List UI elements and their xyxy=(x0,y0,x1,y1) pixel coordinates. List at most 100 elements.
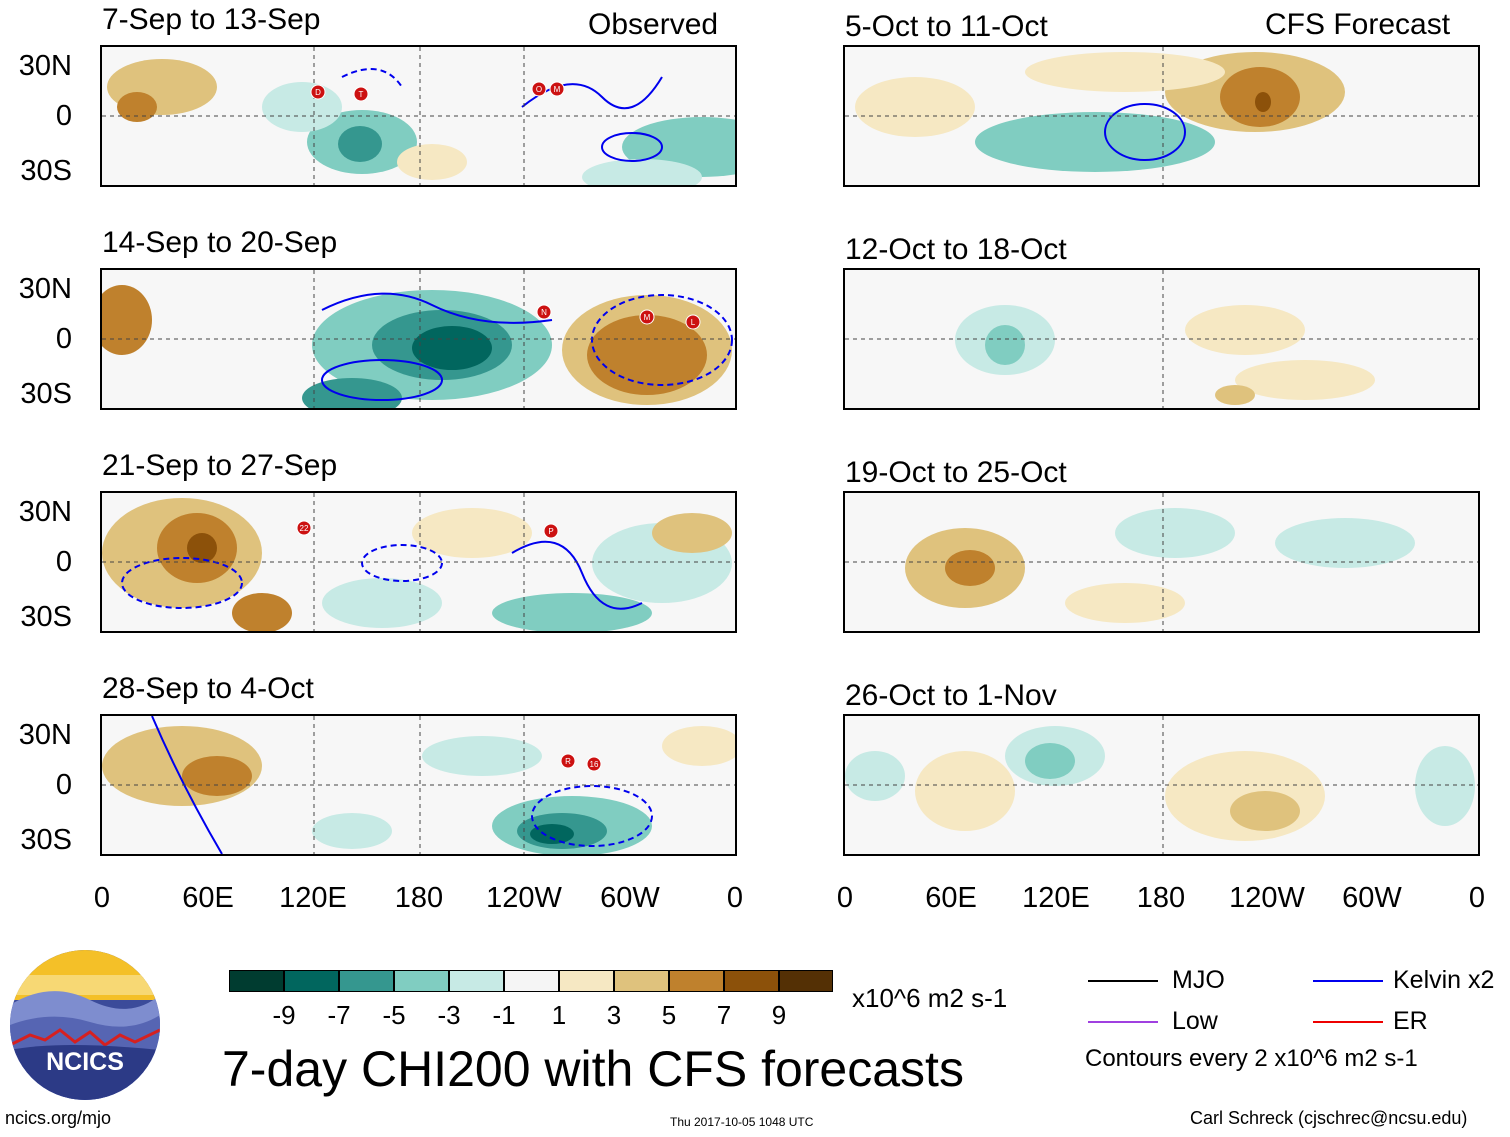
storm-label: R xyxy=(565,757,571,766)
storm-marker: L xyxy=(685,314,701,330)
map-svg: 22 P xyxy=(102,493,735,631)
map-panel-obs-2: N M L xyxy=(100,268,737,410)
x-label: 60W xyxy=(1342,882,1402,914)
storm-marker: O xyxy=(531,81,547,97)
panel-title-fcst-3: 19-Oct to 25-Oct xyxy=(845,456,1067,489)
x-label: 0 xyxy=(836,882,854,914)
map-svg: D TO M xyxy=(102,47,735,185)
y-label-eq: 0 xyxy=(55,323,72,355)
legend-label-low: Low xyxy=(1172,1007,1218,1035)
map-panel-fcst-1 xyxy=(843,45,1480,187)
legend-label-kelvin: Kelvin x2 xyxy=(1393,966,1495,994)
x-label: 180 xyxy=(394,882,444,914)
y-label-30n: 30N xyxy=(18,50,72,82)
colorbar-swatch xyxy=(614,970,669,992)
x-label: 120W xyxy=(1229,882,1305,914)
storm-label: 16 xyxy=(590,760,599,769)
colorbar-swatch xyxy=(559,970,614,992)
storm-label: 22 xyxy=(300,524,309,533)
map-panel-obs-4: R 16 xyxy=(100,714,737,856)
storm-label: M xyxy=(644,313,651,322)
map-svg xyxy=(845,270,1478,408)
x-label: 60W xyxy=(600,882,660,914)
colorbar-label: 1 xyxy=(551,1000,567,1030)
colorbar-swatch xyxy=(284,970,339,992)
panel-title-obs-2: 14-Sep to 20-Sep xyxy=(102,226,338,259)
y-label-30n: 30N xyxy=(18,719,72,751)
colorbar-swatch xyxy=(339,970,394,992)
colorbar-swatch xyxy=(669,970,724,992)
x-label: 60E xyxy=(925,882,977,914)
storm-label: T xyxy=(359,90,364,99)
x-label: 120E xyxy=(1022,882,1090,914)
y-label-30n: 30N xyxy=(18,496,72,528)
ncics-logo: NCICS xyxy=(10,950,160,1100)
map-svg xyxy=(845,47,1478,185)
footer-timestamp: Thu 2017-10-05 1048 UTC xyxy=(670,1115,814,1129)
panel-title-fcst-1: 5-Oct to 11-Oct xyxy=(845,10,1048,43)
footer-url: ncics.org/mjo xyxy=(5,1108,112,1128)
storm-marker: M xyxy=(639,309,655,325)
legend-line-low xyxy=(1088,1021,1158,1023)
storm-label: N xyxy=(541,308,547,317)
storm-marker: D xyxy=(310,84,326,100)
x-label: 0 xyxy=(1468,882,1486,914)
footer-author: Carl Schreck (cjschrec@ncsu.edu) xyxy=(1190,1108,1468,1128)
legend-line-kelvin xyxy=(1313,980,1383,982)
colorbar-label: -3 xyxy=(437,1000,461,1030)
colorbar-label: -7 xyxy=(327,1000,351,1030)
y-label-30s: 30S xyxy=(20,601,72,633)
contours-note: Contours every 2 x10^6 m2 s-1 xyxy=(1085,1045,1418,1072)
legend-label-er: ER xyxy=(1393,1007,1428,1035)
colorbar-swatch xyxy=(504,970,559,992)
colorbar-units: x10^6 m2 s-1 xyxy=(852,983,1008,1013)
y-label-eq: 0 xyxy=(55,769,72,801)
panel-title-obs-3: 21-Sep to 27-Sep xyxy=(102,449,338,482)
colorbar-label: -5 xyxy=(382,1000,406,1030)
colorbar-swatch xyxy=(779,970,833,992)
y-label-30n: 30N xyxy=(18,273,72,305)
x-label: 180 xyxy=(1136,882,1186,914)
legend-line-er xyxy=(1313,1021,1383,1023)
x-label: 60E xyxy=(182,882,234,914)
storm-label: D xyxy=(315,88,321,97)
map-panel-fcst-3 xyxy=(843,491,1480,633)
colorbar-label: -1 xyxy=(492,1000,516,1030)
storm-marker: M xyxy=(549,81,565,97)
storm-label: P xyxy=(548,527,553,536)
x-label: 120W xyxy=(486,882,562,914)
storm-label: O xyxy=(536,85,542,94)
panel-title-fcst-2: 12-Oct to 18-Oct xyxy=(845,233,1067,266)
storm-label: M xyxy=(554,85,561,94)
y-label-30s: 30S xyxy=(20,378,72,410)
legend-label-mjo: MJO xyxy=(1172,966,1225,994)
map-svg: N M L xyxy=(102,270,735,408)
colorbar-swatch xyxy=(229,970,284,992)
observed-header: Observed xyxy=(588,8,719,41)
storm-marker: 22 xyxy=(296,520,312,536)
y-label-30s: 30S xyxy=(20,155,72,187)
y-label-30s: 30S xyxy=(20,824,72,856)
panel-title-obs-1: 7-Sep to 13-Sep xyxy=(102,3,321,36)
colorbar-swatch xyxy=(394,970,449,992)
x-label: 120E xyxy=(279,882,347,914)
x-label: 0 xyxy=(93,882,111,914)
logo-text: NCICS xyxy=(46,1048,124,1076)
y-label-eq: 0 xyxy=(55,546,72,578)
panel-title-obs-4: 28-Sep to 4-Oct xyxy=(102,672,314,705)
map-svg xyxy=(845,716,1478,854)
colorbar-swatch xyxy=(724,970,779,992)
colorbar-label: -9 xyxy=(272,1000,296,1030)
map-panel-fcst-2 xyxy=(843,268,1480,410)
storm-marker: 16 xyxy=(586,756,602,772)
map-panel-fcst-4 xyxy=(843,714,1480,856)
colorbar-label: 3 xyxy=(606,1000,622,1030)
storm-marker: P xyxy=(543,523,559,539)
colorbar-label: 9 xyxy=(771,1000,787,1030)
storm-label: L xyxy=(691,318,696,327)
colorbar-swatch xyxy=(449,970,504,992)
x-label: 0 xyxy=(726,882,744,914)
map-svg: R 16 xyxy=(102,716,735,854)
storm-marker: N xyxy=(536,304,552,320)
